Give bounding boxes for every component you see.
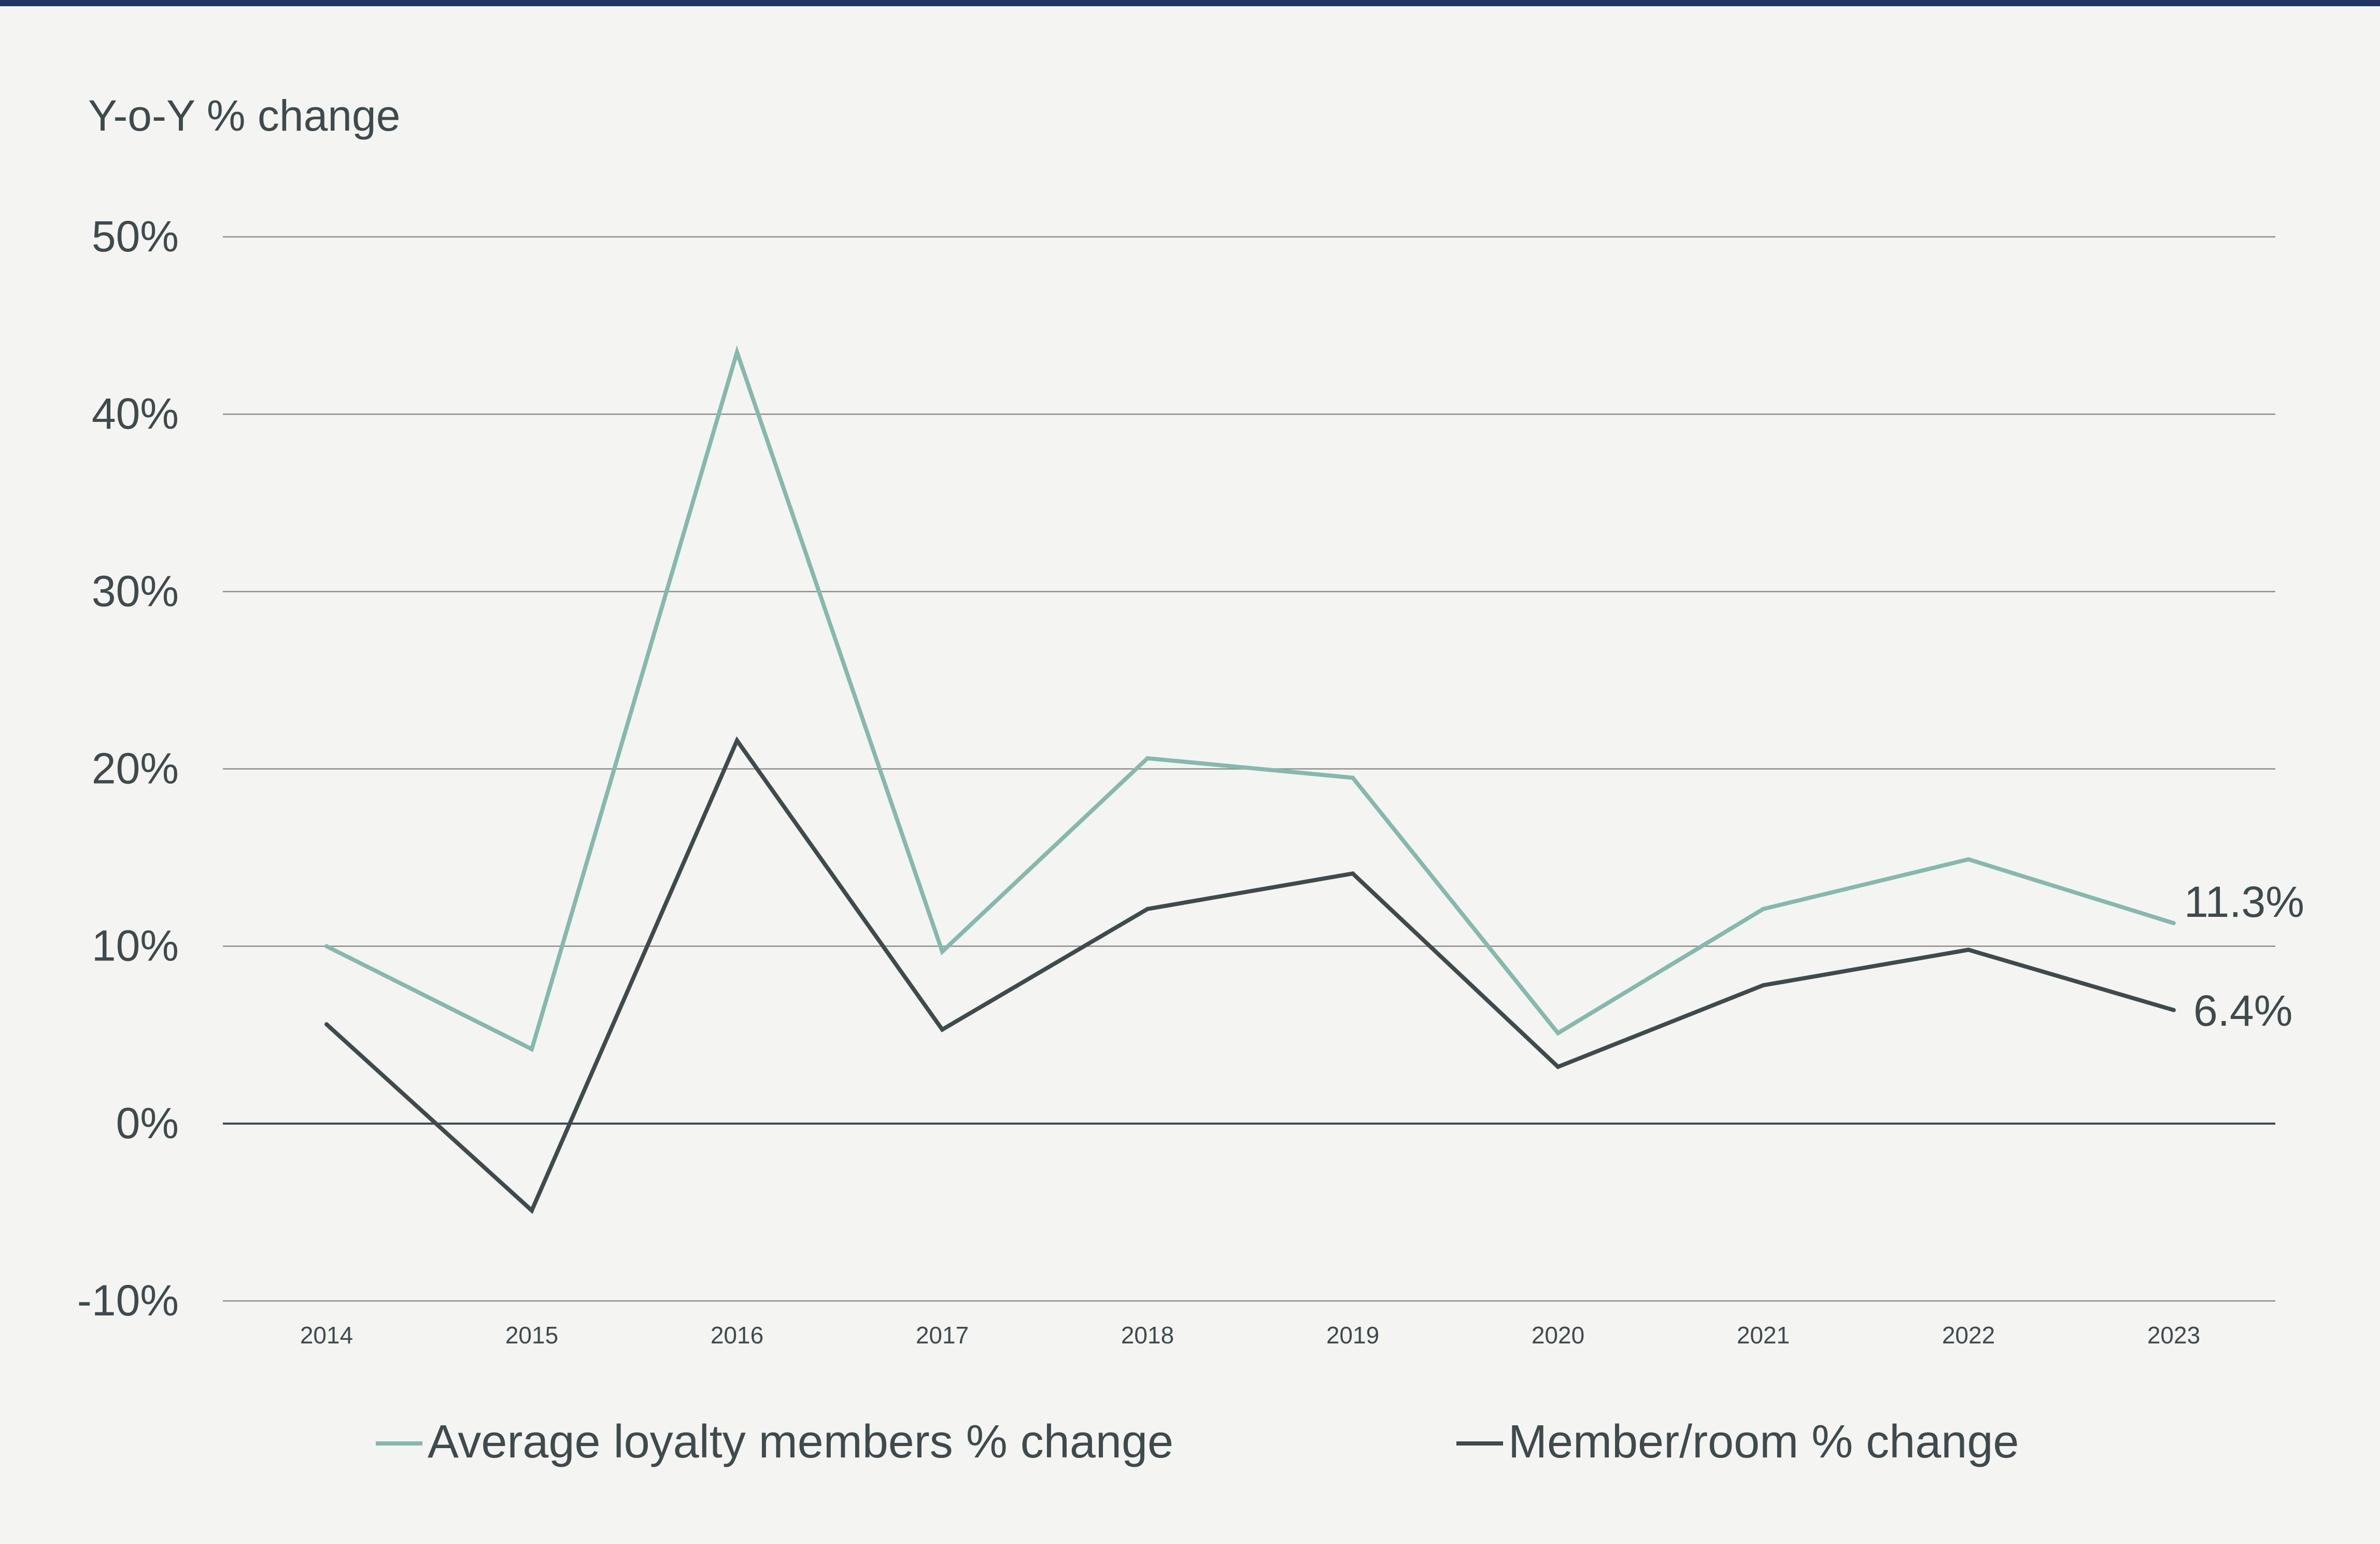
y-axis-ticks: -10% 0% 10% 20% 30% 40% 50% xyxy=(77,212,179,1325)
x-tick-label: 2021 xyxy=(1737,1322,1790,1349)
end-value-label: 11.3% xyxy=(2184,877,2304,926)
data-point xyxy=(735,738,739,743)
data-point xyxy=(324,944,329,948)
data-point xyxy=(1761,906,1765,911)
data-point xyxy=(1351,871,1355,876)
data-point xyxy=(1145,756,1150,760)
x-tick-label: 2018 xyxy=(1121,1322,1174,1349)
x-tick-label: 2019 xyxy=(1326,1322,1379,1349)
data-point xyxy=(1145,906,1150,911)
data-point xyxy=(1761,983,1765,987)
x-tick-label: 2023 xyxy=(2147,1322,2200,1349)
data-point xyxy=(324,1022,329,1027)
y-tick-label: 30% xyxy=(92,566,179,615)
x-tick-label: 2020 xyxy=(1532,1322,1584,1349)
y-tick-label: 10% xyxy=(92,922,179,970)
y-tick-label: 20% xyxy=(92,744,179,793)
data-point xyxy=(940,949,944,954)
data-point xyxy=(530,1208,534,1213)
x-tick-label: 2015 xyxy=(505,1322,558,1349)
legend-label: Member/room % change xyxy=(1508,1416,2019,1468)
y-tick-label: -10% xyxy=(77,1276,179,1325)
end-labels: 11.3% 6.4% xyxy=(2184,877,2304,1035)
data-point xyxy=(1966,857,1971,862)
data-point xyxy=(2172,921,2176,926)
series-lines xyxy=(324,345,2176,1214)
series-line-1 xyxy=(325,345,2175,1052)
data-point xyxy=(2172,1008,2176,1012)
y-axis-title: Y-o-Y % change xyxy=(88,91,400,140)
y-tick-label: 0% xyxy=(116,1099,179,1148)
x-tick-label: 2014 xyxy=(300,1322,353,1349)
data-point xyxy=(1966,947,1971,952)
x-axis-ticks: 2014 2015 2016 2017 2018 2019 2020 2021 2022 2023 xyxy=(300,1322,2200,1349)
series-line-2 xyxy=(325,736,2175,1214)
data-point xyxy=(1556,1031,1560,1036)
x-tick-label: 2022 xyxy=(1942,1322,1995,1349)
legend: Average loyalty members % change Member/r… xyxy=(376,1416,2019,1468)
data-point xyxy=(940,1027,944,1032)
x-tick-label: 2017 xyxy=(916,1322,969,1349)
data-point xyxy=(735,350,739,355)
data-point xyxy=(530,1047,534,1052)
data-point xyxy=(1351,775,1355,780)
top-rule xyxy=(0,0,2380,6)
x-tick-label: 2016 xyxy=(711,1322,763,1349)
legend-label: Average loyalty members % change xyxy=(428,1416,1173,1468)
y-tick-label: 40% xyxy=(92,389,179,438)
y-tick-label: 50% xyxy=(92,212,179,261)
end-value-label: 6.4% xyxy=(2193,986,2292,1035)
data-point xyxy=(1556,1065,1560,1069)
